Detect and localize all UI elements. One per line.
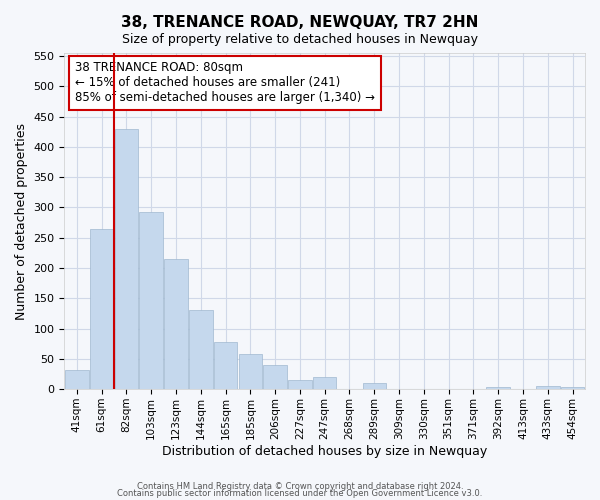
Text: 38 TRENANCE ROAD: 80sqm
← 15% of detached houses are smaller (241)
85% of semi-d: 38 TRENANCE ROAD: 80sqm ← 15% of detache…: [75, 62, 375, 104]
Bar: [313, 377, 337, 389]
Text: Contains HM Land Registry data © Crown copyright and database right 2024.: Contains HM Land Registry data © Crown c…: [137, 482, 463, 491]
Bar: [561, 387, 584, 389]
Bar: [90, 228, 113, 389]
Text: 38, TRENANCE ROAD, NEWQUAY, TR7 2HN: 38, TRENANCE ROAD, NEWQUAY, TR7 2HN: [121, 15, 479, 30]
Bar: [487, 387, 510, 389]
Y-axis label: Number of detached properties: Number of detached properties: [15, 122, 28, 320]
Bar: [164, 259, 188, 389]
Bar: [536, 386, 560, 389]
Text: Size of property relative to detached houses in Newquay: Size of property relative to detached ho…: [122, 32, 478, 46]
Bar: [65, 370, 89, 389]
Bar: [214, 342, 238, 389]
Bar: [239, 354, 262, 389]
Bar: [288, 380, 311, 389]
Bar: [362, 383, 386, 389]
Bar: [115, 128, 138, 389]
Bar: [189, 310, 212, 389]
X-axis label: Distribution of detached houses by size in Newquay: Distribution of detached houses by size …: [162, 444, 487, 458]
Bar: [263, 365, 287, 389]
Bar: [139, 212, 163, 389]
Text: Contains public sector information licensed under the Open Government Licence v3: Contains public sector information licen…: [118, 490, 482, 498]
